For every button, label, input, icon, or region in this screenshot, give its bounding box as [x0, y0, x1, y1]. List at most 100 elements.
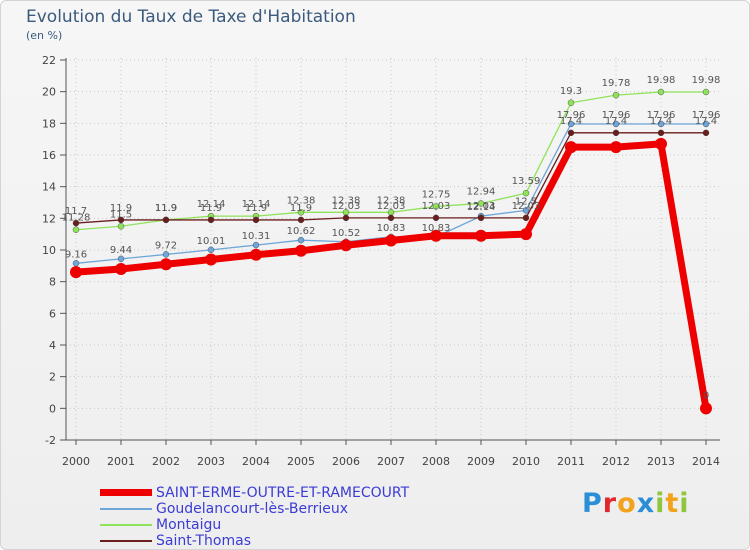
data-point-saint-thomas [432, 214, 440, 222]
data-point-montaigu [657, 88, 665, 96]
data-point-montaigu [567, 99, 575, 106]
data-point-saint-thomas [387, 214, 395, 222]
legend-label-saint-erme: SAINT-ERME-OUTRE-ET-RAMECOURT [156, 485, 410, 501]
series-layer [70, 88, 712, 415]
data-point-saint-erme [430, 229, 442, 242]
data-label-goudelancourt: 10.52 [332, 228, 361, 239]
y-tick-label: 10 [42, 244, 56, 257]
data-label-saint-thomas: 12.03 [467, 201, 496, 212]
data-point-saint-erme [295, 244, 307, 257]
data-label-montaigu: 12.14 [242, 199, 271, 210]
data-label-saint-thomas: 12.03 [377, 201, 406, 212]
x-tick-label: 2004 [242, 455, 270, 468]
y-tick-label: 14 [42, 181, 56, 194]
x-tick-label: 2005 [287, 455, 315, 468]
legend-label-montaigu: Montaigu [156, 517, 222, 533]
data-point-saint-thomas [657, 129, 665, 137]
data-label-goudelancourt: 10.01 [197, 236, 226, 247]
data-label-saint-thomas: 12.03 [422, 201, 451, 212]
x-tick-label: 2002 [152, 455, 180, 468]
data-point-saint-thomas [522, 214, 530, 222]
data-label-montaigu: 19.98 [692, 75, 721, 86]
data-point-saint-thomas [702, 129, 710, 137]
data-label-goudelancourt: 10.83 [422, 223, 451, 234]
x-tick-label: 2006 [332, 455, 360, 468]
data-label-montaigu: 12.38 [287, 195, 316, 206]
y-tick-label: 2 [49, 371, 56, 384]
chart-title: Evolution du Taux de Taxe d'Habitation [26, 7, 356, 27]
data-label-montaigu: 12.14 [197, 199, 226, 210]
grid-layer [66, 58, 720, 441]
x-tick-label: 2012 [602, 455, 630, 468]
axis-layer: -2 0 2 4 6 8 10 12 14 16 18 20 22 2000 2001 2002 2003 200… [42, 54, 720, 468]
data-label-montaigu: 12.94 [467, 186, 496, 197]
x-tick-label: 2009 [467, 455, 495, 468]
data-point-goudelancourt [522, 207, 530, 214]
data-point-saint-thomas [252, 216, 260, 224]
data-point-montaigu [117, 223, 125, 230]
data-point-saint-thomas [72, 219, 80, 227]
data-point-saint-erme [520, 228, 532, 241]
y-tick-label: 0 [49, 402, 56, 415]
series-saint-thomas [72, 129, 710, 227]
data-point-saint-erme [250, 248, 262, 261]
data-label-goudelancourt: 9.44 [110, 245, 132, 256]
data-label-goudelancourt: 17.96 [692, 110, 721, 121]
data-point-saint-thomas [117, 216, 125, 224]
data-point-saint-erme [340, 239, 352, 252]
data-label-goudelancourt: 17.96 [557, 110, 586, 121]
data-label-saint-thomas: 17.4 [695, 116, 717, 127]
y-tick-label: 22 [42, 54, 56, 67]
y-tick-label: -2 [45, 434, 56, 447]
data-label-montaigu: 12.75 [422, 189, 451, 200]
data-point-montaigu [297, 209, 305, 216]
data-label-saint-thomas: 12.03 [512, 201, 541, 212]
data-point-goudelancourt [252, 241, 260, 249]
data-label-saint-thomas: 11.9 [200, 203, 222, 214]
data-point-saint-thomas [477, 214, 485, 222]
data-label-layer: 0 9.16 9.44 9.72 10.01 10.31 10.62 10.52 10.83 10… [62, 75, 721, 401]
data-label-saint-thomas: 17.4 [605, 116, 627, 127]
x-tick-label: 2010 [512, 455, 540, 468]
data-point-goudelancourt [297, 236, 305, 244]
data-point-montaigu [612, 91, 620, 99]
legend-label-goudelancourt: Goudelancourt-lès-Berrieux [156, 501, 349, 517]
data-point-saint-erme [385, 234, 397, 247]
x-tick-label: 2003 [197, 455, 225, 468]
data-label-saint-erme: 0 [703, 390, 709, 401]
series-line-saint-erme [75, 140, 710, 409]
series-montaigu [72, 88, 710, 233]
data-label-saint-thomas: 17.4 [650, 116, 672, 127]
chart-unit-label: (en %) [26, 29, 63, 42]
data-point-saint-thomas [207, 216, 215, 224]
data-label-goudelancourt: 12.14 [467, 202, 496, 213]
data-label-montaigu: 12.38 [377, 195, 406, 206]
y-tick-label: 4 [49, 339, 56, 352]
data-point-saint-thomas [162, 216, 170, 224]
data-point-montaigu [477, 200, 485, 207]
data-point-goudelancourt [567, 120, 575, 128]
y-tick-label: 16 [42, 149, 56, 162]
data-label-saint-thomas: 17.4 [560, 116, 582, 127]
data-label-goudelancourt: 9.72 [155, 240, 177, 251]
y-tick-label: 20 [42, 86, 56, 99]
data-label-goudelancourt: 12.5 [515, 196, 537, 207]
data-label-saint-thomas: 11.9 [245, 203, 267, 214]
y-tick-label: 18 [42, 117, 56, 130]
data-point-saint-erme [160, 258, 172, 271]
data-point-saint-thomas [567, 129, 575, 137]
data-label-goudelancourt: 17.96 [647, 110, 676, 121]
data-point-saint-erme [115, 263, 127, 275]
y-tick-label: 12 [42, 212, 56, 225]
data-point-saint-thomas [612, 129, 620, 137]
data-point-saint-erme [655, 137, 667, 150]
legend-swatch-saint-thomas [100, 540, 152, 542]
data-label-montaigu: 13.59 [512, 176, 541, 187]
data-label-montaigu: 11.5 [110, 209, 132, 220]
data-point-saint-erme [565, 141, 577, 154]
data-point-goudelancourt [207, 246, 215, 254]
y-tick-label: 8 [49, 276, 56, 289]
x-tick-label: 2000 [62, 455, 90, 468]
data-point-montaigu [702, 88, 710, 96]
x-tick-label: 2007 [377, 455, 405, 468]
